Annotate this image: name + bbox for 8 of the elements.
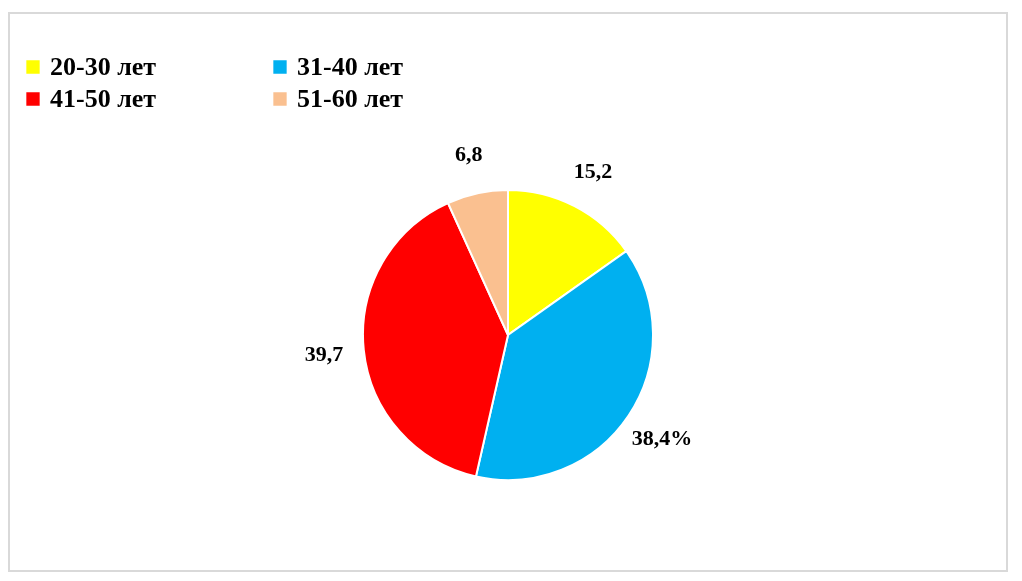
legend-label: 41-50 лет	[50, 84, 157, 113]
legend-label: 31-40 лет	[297, 52, 404, 81]
data-label: 38,4%	[631, 424, 693, 450]
legend-label: 51-60 лет	[297, 84, 404, 113]
legend-label: 20-30 лет	[50, 52, 157, 81]
data-label: 6,8	[455, 141, 483, 167]
data-label: 39,7	[304, 340, 344, 366]
data-label: 15,2	[573, 157, 613, 183]
